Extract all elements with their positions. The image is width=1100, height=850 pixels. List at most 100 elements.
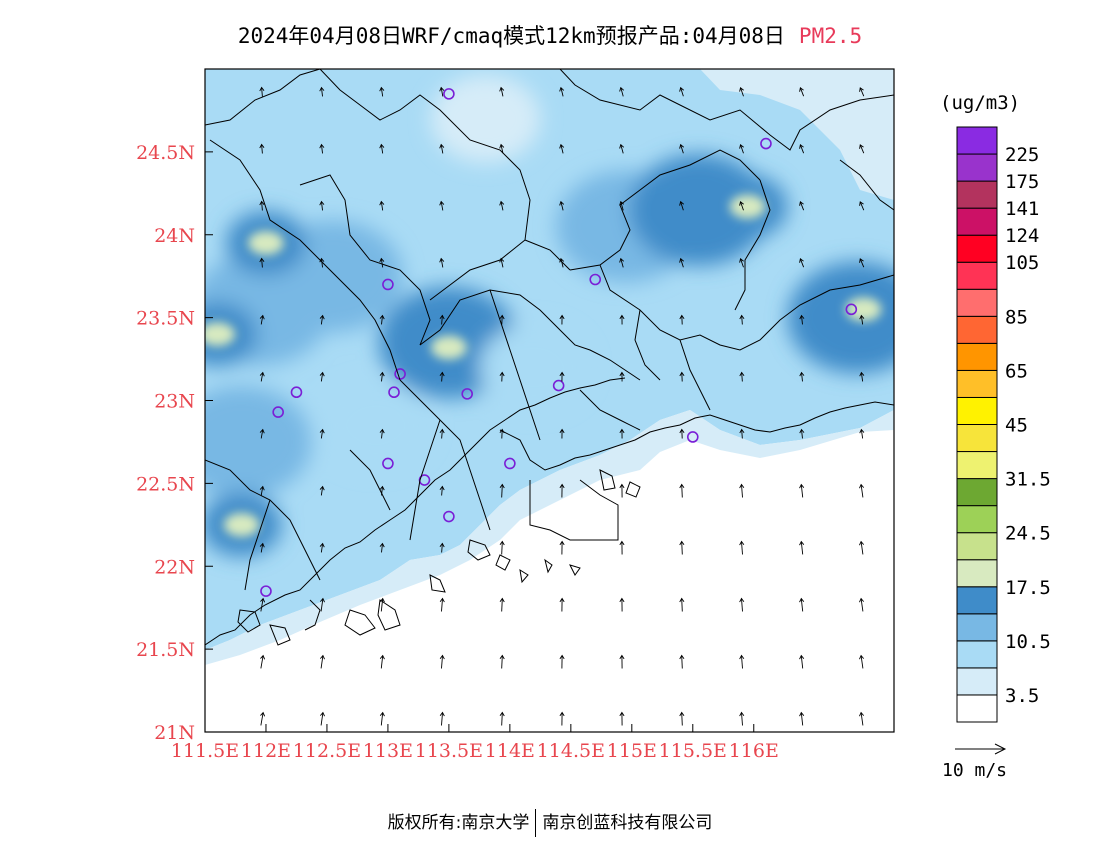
wind-arrow	[799, 711, 805, 726]
wind-arrow	[859, 258, 865, 268]
legend-level-label: 225	[1005, 144, 1039, 166]
pm25-hotspot	[205, 322, 236, 347]
wind-arrow	[439, 485, 445, 496]
wind-arrow	[619, 257, 625, 268]
lon-tick-label: 114E	[485, 740, 535, 762]
wind-arrow	[260, 711, 266, 726]
legend-level-label: 45	[1005, 415, 1028, 437]
wind-arrow	[439, 711, 445, 726]
wind-arrow	[619, 540, 625, 555]
wind-arrow	[439, 86, 445, 97]
wind-arrow	[799, 201, 805, 211]
wind-arrow	[439, 542, 445, 553]
wind-arrow	[739, 428, 745, 439]
legend-color-box	[956, 126, 998, 155]
footer-separator	[535, 809, 537, 837]
wind-arrow	[499, 314, 505, 325]
wind-arrow	[319, 257, 325, 268]
admin-boundaries	[205, 69, 894, 591]
wind-arrow	[499, 371, 505, 382]
lat-tick-label: 22N	[154, 556, 195, 578]
pm25-hotspot	[430, 335, 467, 360]
wind-arrow	[379, 711, 385, 726]
wind-arrow	[319, 485, 325, 496]
wind-arrow	[739, 711, 745, 726]
wind-arrow	[859, 711, 865, 726]
wind-arrow	[379, 143, 385, 154]
legend-level-label: 24.5	[1005, 523, 1051, 545]
wind-arrow	[679, 711, 685, 726]
lon-tick-label: 115.5E	[659, 740, 727, 762]
wind-arrow	[319, 314, 325, 325]
wind-arrow	[259, 86, 265, 97]
wind-arrow	[559, 654, 565, 669]
legend-color-box	[956, 694, 998, 723]
wind-arrow	[679, 540, 685, 555]
legend-color-box	[956, 640, 998, 669]
wind-arrow	[259, 314, 265, 325]
legend-level-label: 10.5	[1005, 631, 1051, 653]
lat-tick-label: 23N	[154, 391, 195, 413]
legend-color-box	[956, 424, 998, 453]
wind-arrow	[499, 483, 505, 498]
legend-color-box	[956, 342, 998, 371]
wind-arrow	[799, 540, 805, 555]
monitor-station-marker	[686, 431, 699, 443]
copyright-footer: 版权所有:南京大学 南京创蓝科技有限公司	[0, 808, 1100, 837]
monitor-station-marker	[272, 406, 284, 418]
lon-tick-label: 115E	[607, 740, 657, 762]
wind-arrow	[799, 428, 805, 439]
legend-color-box	[956, 559, 998, 588]
wind-arrow	[679, 371, 685, 382]
pm25-hotspot	[223, 512, 260, 537]
wind-arrow	[379, 86, 385, 97]
wind-arrow	[559, 86, 565, 97]
legend-colorbar: 3.5 10.5 17.5 24.5 31.5 45 65 85 105 124 141 175 225	[956, 126, 1051, 723]
wind-arrow	[799, 144, 805, 154]
wind-arrow	[619, 597, 625, 612]
coast-light-zone	[205, 410, 894, 665]
wind-arrow	[859, 314, 865, 325]
wind-arrow	[799, 371, 805, 382]
wind-arrow	[619, 143, 625, 154]
coastline	[205, 377, 894, 646]
wind-arrow	[559, 711, 565, 726]
wind-arrow	[319, 200, 325, 211]
lon-tick-label: 114.5E	[537, 740, 605, 762]
wind-arrow	[739, 314, 745, 325]
wind-arrow	[439, 257, 445, 268]
wind-arrow	[259, 200, 265, 211]
wind-arrow	[859, 144, 865, 154]
wind-arrow	[619, 371, 625, 382]
wind-arrow	[859, 654, 865, 669]
lon-tick-label: 112.5E	[293, 740, 361, 762]
wind-arrow	[499, 200, 505, 211]
wind-arrow	[619, 483, 625, 498]
lon-tick-label: 112E	[241, 740, 291, 762]
wind-arrow	[559, 540, 565, 555]
legend-color-box	[956, 315, 998, 344]
wind-arrow	[259, 257, 265, 268]
wind-arrow	[319, 597, 325, 612]
wind-arrow	[439, 654, 445, 669]
legend-level-label: 65	[1005, 360, 1028, 382]
legend-color-box	[956, 478, 998, 507]
wind-arrow	[859, 428, 865, 439]
wind-arrow	[679, 428, 685, 439]
pm25-hotspot	[845, 297, 882, 322]
wind-arrow	[499, 257, 505, 268]
wind-arrow	[319, 542, 325, 553]
legend-level-label: 3.5	[1005, 685, 1039, 707]
wind-arrow	[679, 483, 685, 498]
legend-color-box	[956, 613, 998, 642]
wind-arrow	[439, 428, 445, 439]
legend-color-box	[956, 261, 998, 290]
wind-arrow	[739, 654, 745, 669]
wind-arrow	[499, 86, 505, 97]
wind-arrow	[559, 371, 565, 382]
map-title: 2024年04月08日WRF/cmaq模式12km预报产品:04月08日 PM2.…	[0, 20, 1100, 50]
pm25-hotspot	[729, 194, 766, 219]
wind-arrow	[859, 540, 865, 555]
monitor-station-marker	[290, 386, 303, 399]
